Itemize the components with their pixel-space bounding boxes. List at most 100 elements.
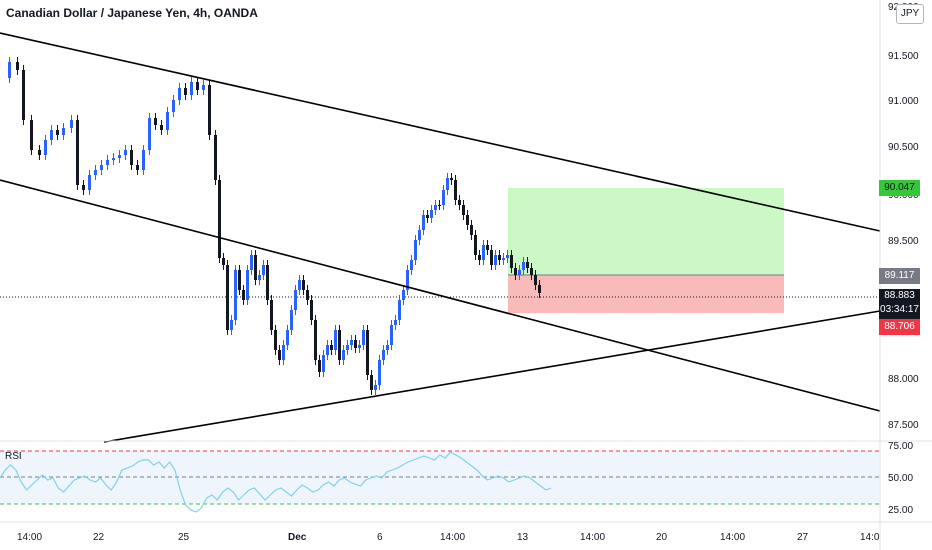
candle-body: [254, 255, 257, 280]
time-tick: 14:00: [720, 532, 745, 543]
candle-body: [466, 215, 469, 225]
time-tick: 25: [178, 532, 190, 543]
currency-badge[interactable]: JPY: [896, 4, 924, 24]
candle-body: [514, 268, 517, 275]
candle-body: [286, 330, 289, 345]
profit-target-zone[interactable]: [508, 188, 784, 275]
candle-body: [112, 158, 115, 160]
candle-body: [22, 70, 25, 120]
candle-body: [290, 310, 293, 330]
candle-body: [390, 325, 393, 345]
trendlines[interactable]: [0, 32, 881, 443]
rsi-tick: 75.00: [888, 441, 913, 452]
time-axis[interactable]: 14:00 22 25 Dec 6 14:00 13 14:00 20 14:0…: [17, 532, 880, 543]
price-axis[interactable]: 92.000 91.500 91.000 90.500 90.000 89.50…: [888, 2, 919, 431]
candle-body: [62, 128, 65, 135]
candle-body: [94, 170, 97, 175]
candle-body: [184, 88, 187, 95]
candle-body: [502, 258, 505, 260]
time-tick: 14:00: [17, 532, 42, 543]
candle-body: [302, 280, 305, 290]
candle-body: [402, 290, 405, 300]
candle-body: [538, 285, 541, 293]
rsi-tick: 50.00: [888, 473, 913, 484]
candle-body: [298, 280, 301, 290]
time-tick: 14:00: [580, 532, 605, 543]
candle-body: [386, 345, 389, 350]
candle-body: [274, 330, 277, 350]
candle-body: [266, 265, 269, 300]
candle-body: [318, 360, 321, 372]
candle-body: [258, 275, 261, 280]
candle-body: [482, 245, 485, 260]
candle-body: [534, 275, 537, 285]
candle-body: [218, 180, 221, 258]
candle-body: [306, 290, 309, 300]
candle-body: [250, 255, 253, 270]
candle-body: [462, 205, 465, 215]
time-tick: Dec: [288, 532, 307, 543]
candle-body: [486, 245, 489, 250]
candle-body: [178, 88, 181, 100]
candle-body: [478, 255, 481, 260]
time-tick: 20: [656, 532, 668, 543]
candle-body: [202, 85, 205, 90]
candle-body: [522, 262, 525, 270]
candle-body: [310, 300, 313, 320]
candle-body: [278, 350, 281, 360]
candle-body: [518, 270, 521, 275]
candle-body: [454, 180, 457, 200]
candle-body: [490, 250, 493, 265]
candle-body: [366, 330, 369, 375]
candlesticks: [8, 57, 541, 395]
candle-body: [398, 300, 401, 320]
candle-body: [166, 112, 169, 130]
candle-body: [16, 62, 19, 70]
lower-trendline[interactable]: [103, 310, 881, 443]
candle-body: [130, 150, 133, 165]
candle-body: [154, 118, 157, 125]
candle-body: [530, 268, 533, 275]
candle-body: [226, 265, 229, 330]
candle-body: [196, 82, 199, 90]
bar-countdown: 03:34:17: [880, 304, 919, 315]
candle-body: [438, 205, 441, 206]
candle-body: [238, 270, 241, 290]
rsi-pane[interactable]: 75.00 50.00 25.00: [0, 441, 913, 516]
price-tick: 89.500: [888, 236, 919, 247]
candle-body: [442, 190, 445, 205]
candle-body: [50, 130, 53, 140]
candle-body: [172, 100, 175, 112]
candle-body: [358, 345, 361, 348]
stop-loss-zone[interactable]: [508, 275, 784, 313]
price-tick: 87.500: [888, 420, 919, 431]
candle-body: [330, 345, 333, 350]
candle-body: [246, 270, 249, 300]
chart-title: Canadian Dollar / Japanese Yen, 4h, OAND…: [6, 6, 258, 20]
candle-body: [382, 350, 385, 360]
candle-body: [326, 345, 329, 355]
price-tick: 90.500: [888, 142, 919, 153]
rsi-band: [0, 451, 880, 504]
last-price-tag: 88.883 03:34:17: [879, 289, 920, 319]
candle-body: [294, 290, 297, 310]
time-tick: 27: [797, 532, 809, 543]
candle-body: [426, 215, 429, 218]
candle-body: [342, 350, 345, 360]
candle-body: [414, 240, 417, 260]
rsi-label[interactable]: RSI: [5, 451, 22, 462]
candle-body: [88, 175, 91, 190]
candle-body: [338, 330, 341, 360]
candle-body: [314, 320, 317, 360]
candle-body: [56, 130, 59, 135]
candle-body: [124, 150, 127, 155]
candle-body: [422, 215, 425, 230]
upper-trendline[interactable]: [0, 32, 881, 232]
candle-body: [510, 255, 513, 268]
candle-body: [418, 230, 421, 240]
middle-trendline[interactable]: [0, 179, 881, 412]
position-zones[interactable]: [508, 188, 784, 313]
price-tick: 91.000: [888, 96, 919, 107]
time-tick: 14:0: [860, 532, 880, 543]
